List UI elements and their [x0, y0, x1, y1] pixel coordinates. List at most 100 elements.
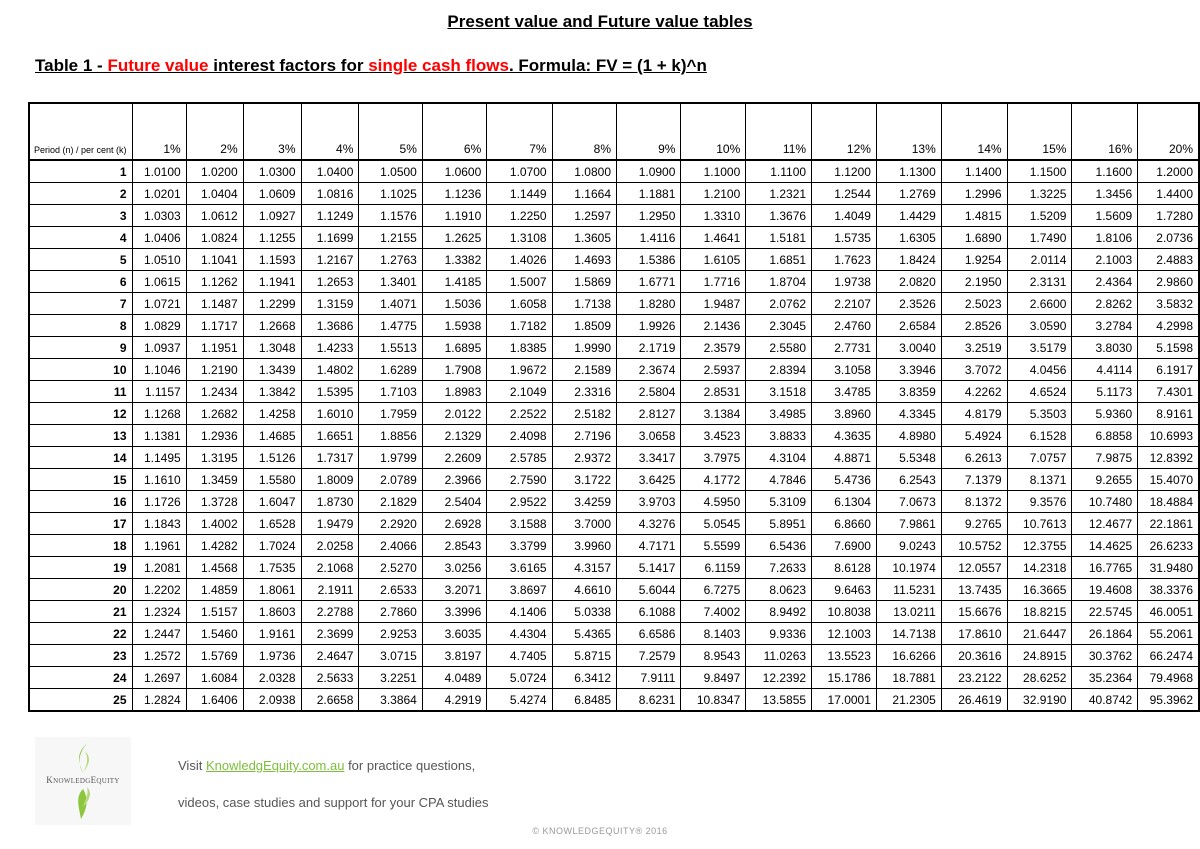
- period-cell: 24: [28, 666, 133, 689]
- factor-cell: 1.3459: [185, 468, 244, 491]
- factor-cell: 5.1598: [1137, 336, 1200, 359]
- factor-cell: 4.3276: [615, 512, 682, 535]
- footer-visit-text: Visit: [178, 758, 206, 773]
- factor-cell: 1.0406: [131, 226, 187, 249]
- factor-cell: 3.4985: [745, 402, 813, 425]
- factor-cell: 1.3382: [421, 248, 488, 271]
- factor-cell: 14.4625: [1071, 534, 1139, 557]
- factor-cell: 5.3503: [1006, 402, 1073, 425]
- factor-cell: 5.0724: [486, 666, 553, 689]
- factor-cell: 1.6047: [242, 490, 302, 513]
- period-cell: 18: [28, 534, 133, 557]
- factor-cell: 1.1157: [131, 380, 187, 403]
- factor-cell: 2.5404: [421, 490, 488, 513]
- factor-cell: 6.1304: [811, 490, 877, 513]
- factor-cell: 26.6233: [1137, 534, 1200, 557]
- factor-cell: 1.3728: [185, 490, 244, 513]
- factor-cell: 1.9479: [300, 512, 360, 535]
- factor-cell: 1.0721: [131, 292, 187, 315]
- period-cell: 4: [28, 226, 133, 249]
- factor-cell: 2.6584: [875, 314, 942, 337]
- factor-cell: 2.4647: [300, 644, 360, 667]
- period-cell: 22: [28, 622, 133, 645]
- factor-cell: 1.6851: [745, 248, 813, 271]
- factor-cell: 1.2597: [551, 204, 618, 227]
- table-row: 18 1.1961 1.4282 1.7024 2.0258 2.4066 2.8543 3.…: [28, 534, 1200, 557]
- factor-cell: 3.1722: [551, 468, 618, 491]
- factor-cell: 1.2324: [131, 600, 187, 623]
- factor-cell: 6.7275: [680, 578, 747, 601]
- factor-cell: 1.9487: [680, 292, 747, 315]
- rate-header: 4%: [300, 102, 360, 161]
- factor-cell: 1.7317: [300, 446, 360, 469]
- factor-cell: 4.0456: [1006, 358, 1073, 381]
- factor-cell: 10.7613: [1006, 512, 1073, 535]
- factor-cell: 7.9875: [1071, 446, 1139, 469]
- period-cell: 14: [28, 446, 133, 469]
- factor-cell: 1.7490: [1006, 226, 1073, 249]
- factor-cell: 2.8262: [1071, 292, 1139, 315]
- period-cell: 7: [28, 292, 133, 315]
- factor-cell: 1.0900: [615, 159, 682, 183]
- factor-cell: 1.1025: [358, 182, 423, 205]
- factor-cell: 1.0700: [486, 159, 553, 183]
- factor-cell: 3.6035: [421, 622, 488, 645]
- factor-cell: 1.3195: [185, 446, 244, 469]
- factor-cell: 1.2299: [242, 292, 302, 315]
- factor-cell: 2.0762: [745, 292, 813, 315]
- factor-cell: 4.4114: [1071, 358, 1139, 381]
- corner-header: Period (n) / per cent (k): [28, 102, 133, 161]
- knowledgequity-link[interactable]: KnowledgEquity.com.au: [205, 758, 345, 773]
- factor-cell: 5.8951: [745, 512, 813, 535]
- footer-line-2: videos, case studies and support for you…: [178, 795, 489, 810]
- factor-cell: 5.8715: [551, 644, 618, 667]
- period-cell: 21: [28, 600, 133, 623]
- rate-header: 6%: [421, 102, 488, 161]
- period-cell: 23: [28, 644, 133, 667]
- factor-cell: 2.2788: [300, 600, 360, 623]
- factor-cell: 1.1400: [940, 159, 1008, 183]
- factor-cell: 2.6928: [421, 512, 488, 535]
- factor-cell: 2.3674: [615, 358, 682, 381]
- factor-cell: 3.3996: [421, 600, 488, 623]
- table-title-highlight-single-cash-flows: single cash flows: [368, 56, 509, 75]
- factor-cell: 6.2543: [875, 468, 942, 491]
- table-row: 6 1.0615 1.1262 1.1941 1.2653 1.3401 1.4185 1.5…: [28, 270, 1200, 293]
- factor-cell: 7.1379: [940, 468, 1008, 491]
- rate-header: 2%: [185, 102, 244, 161]
- factor-cell: 23.2122: [940, 666, 1008, 689]
- factor-cell: 5.9360: [1071, 402, 1139, 425]
- factor-cell: 5.5599: [680, 534, 747, 557]
- factor-cell: 1.9990: [551, 336, 618, 359]
- factor-cell: 1.4815: [940, 204, 1008, 227]
- factor-cell: 30.3762: [1071, 644, 1139, 667]
- factor-cell: 1.8704: [745, 270, 813, 293]
- factor-cell: 40.8742: [1071, 688, 1139, 712]
- factor-cell: 1.2155: [358, 226, 423, 249]
- factor-cell: 2.1049: [486, 380, 553, 403]
- factor-cell: 10.7480: [1071, 490, 1139, 513]
- factor-cell: 7.9861: [875, 512, 942, 535]
- factor-cell: 1.0612: [185, 204, 244, 227]
- factor-cell: 2.6658: [300, 688, 360, 712]
- factor-cell: 22.5745: [1071, 600, 1139, 623]
- factor-cell: 8.1371: [1006, 468, 1073, 491]
- factor-cell: 1.0927: [242, 204, 302, 227]
- factor-cell: 3.1518: [745, 380, 813, 403]
- factor-cell: 4.3104: [745, 446, 813, 469]
- factor-cell: 1.5869: [551, 270, 618, 293]
- factor-cell: 1.8280: [615, 292, 682, 315]
- factor-cell: 2.0122: [421, 402, 488, 425]
- factor-cell: 1.5580: [242, 468, 302, 491]
- table-row: 7 1.0721 1.1487 1.2299 1.3159 1.4071 1.5036 1.6…: [28, 292, 1200, 315]
- table-row: 15 1.1610 1.3459 1.5580 1.8009 2.0789 2.3966 2.…: [28, 468, 1200, 491]
- factor-cell: 2.5804: [615, 380, 682, 403]
- factor-cell: 1.7182: [486, 314, 553, 337]
- factor-cell: 4.4304: [486, 622, 553, 645]
- factor-cell: 2.5580: [745, 336, 813, 359]
- table-title: Table 1 - Future value interest factors …: [35, 56, 707, 76]
- factor-cell: 6.6586: [615, 622, 682, 645]
- factor-cell: 2.1719: [615, 336, 682, 359]
- factor-cell: 1.4233: [300, 336, 360, 359]
- fv-factor-table: Period (n) / per cent (k) 1% 2% 3% 4% 5% 6% 7%…: [28, 102, 1200, 712]
